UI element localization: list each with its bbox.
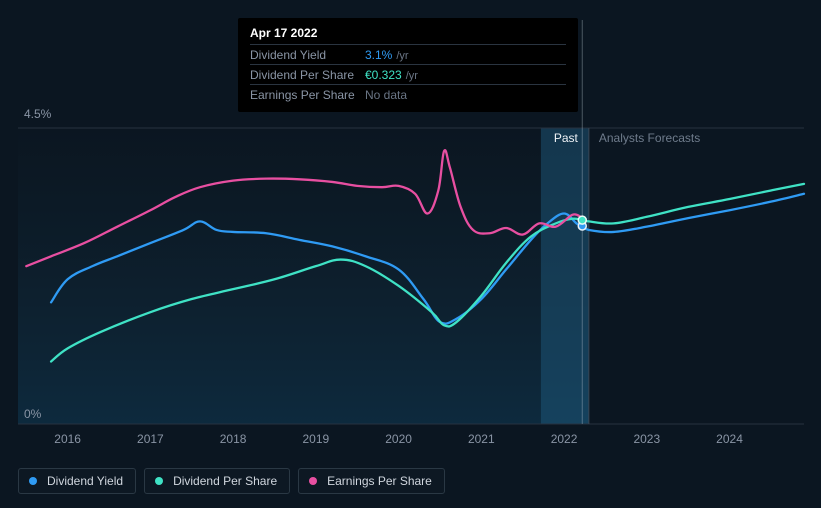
region-past-label: Past [554,131,578,145]
x-axis-tick: 2024 [716,432,743,446]
tooltip-date: Apr 17 2022 [250,26,566,44]
legend-dot-icon [155,477,163,485]
tooltip-label: Dividend Per Share [250,68,365,82]
x-axis-tick: 2017 [137,432,164,446]
legend-item-earnings-per-share[interactable]: Earnings Per Share [298,468,445,494]
legend-dot-icon [309,477,317,485]
x-axis-tick: 2016 [54,432,81,446]
legend-label: Dividend Per Share [173,474,277,488]
tooltip-label: Dividend Yield [250,48,365,62]
legend-item-dividend-per-share[interactable]: Dividend Per Share [144,468,290,494]
tooltip-suffix: /yr [406,70,418,82]
y-axis-min-label: 0% [24,407,41,421]
tooltip-row-dividend-per-share: Dividend Per Share €0.323 /yr [250,64,566,84]
legend-label: Dividend Yield [47,474,123,488]
x-axis-tick: 2020 [385,432,412,446]
y-axis-max-label: 4.5% [24,107,51,121]
legend-dot-icon [29,477,37,485]
legend-item-dividend-yield[interactable]: Dividend Yield [18,468,136,494]
tooltip-value: €0.323 [365,68,402,82]
chart-legend: Dividend Yield Dividend Per Share Earnin… [18,468,445,494]
tooltip-value: 3.1% [365,48,392,62]
legend-label: Earnings Per Share [327,474,432,488]
tooltip-nodata: No data [365,88,407,102]
tooltip-suffix: /yr [396,50,408,62]
dividend-chart: 4.5% 0% Past Analysts Forecasts 2016 2017… [0,0,821,508]
x-axis-tick: 2023 [633,432,660,446]
x-axis-tick: 2018 [220,432,247,446]
region-forecast-label: Analysts Forecasts [599,131,700,145]
tooltip-row-earnings-per-share: Earnings Per Share No data [250,84,566,104]
x-axis-tick: 2021 [468,432,495,446]
tooltip-row-dividend-yield: Dividend Yield 3.1% /yr [250,44,566,64]
x-axis-tick: 2019 [302,432,329,446]
hover-tooltip: Apr 17 2022 Dividend Yield 3.1% /yr Divi… [238,18,578,112]
tooltip-label: Earnings Per Share [250,88,365,102]
x-axis-tick: 2022 [551,432,578,446]
